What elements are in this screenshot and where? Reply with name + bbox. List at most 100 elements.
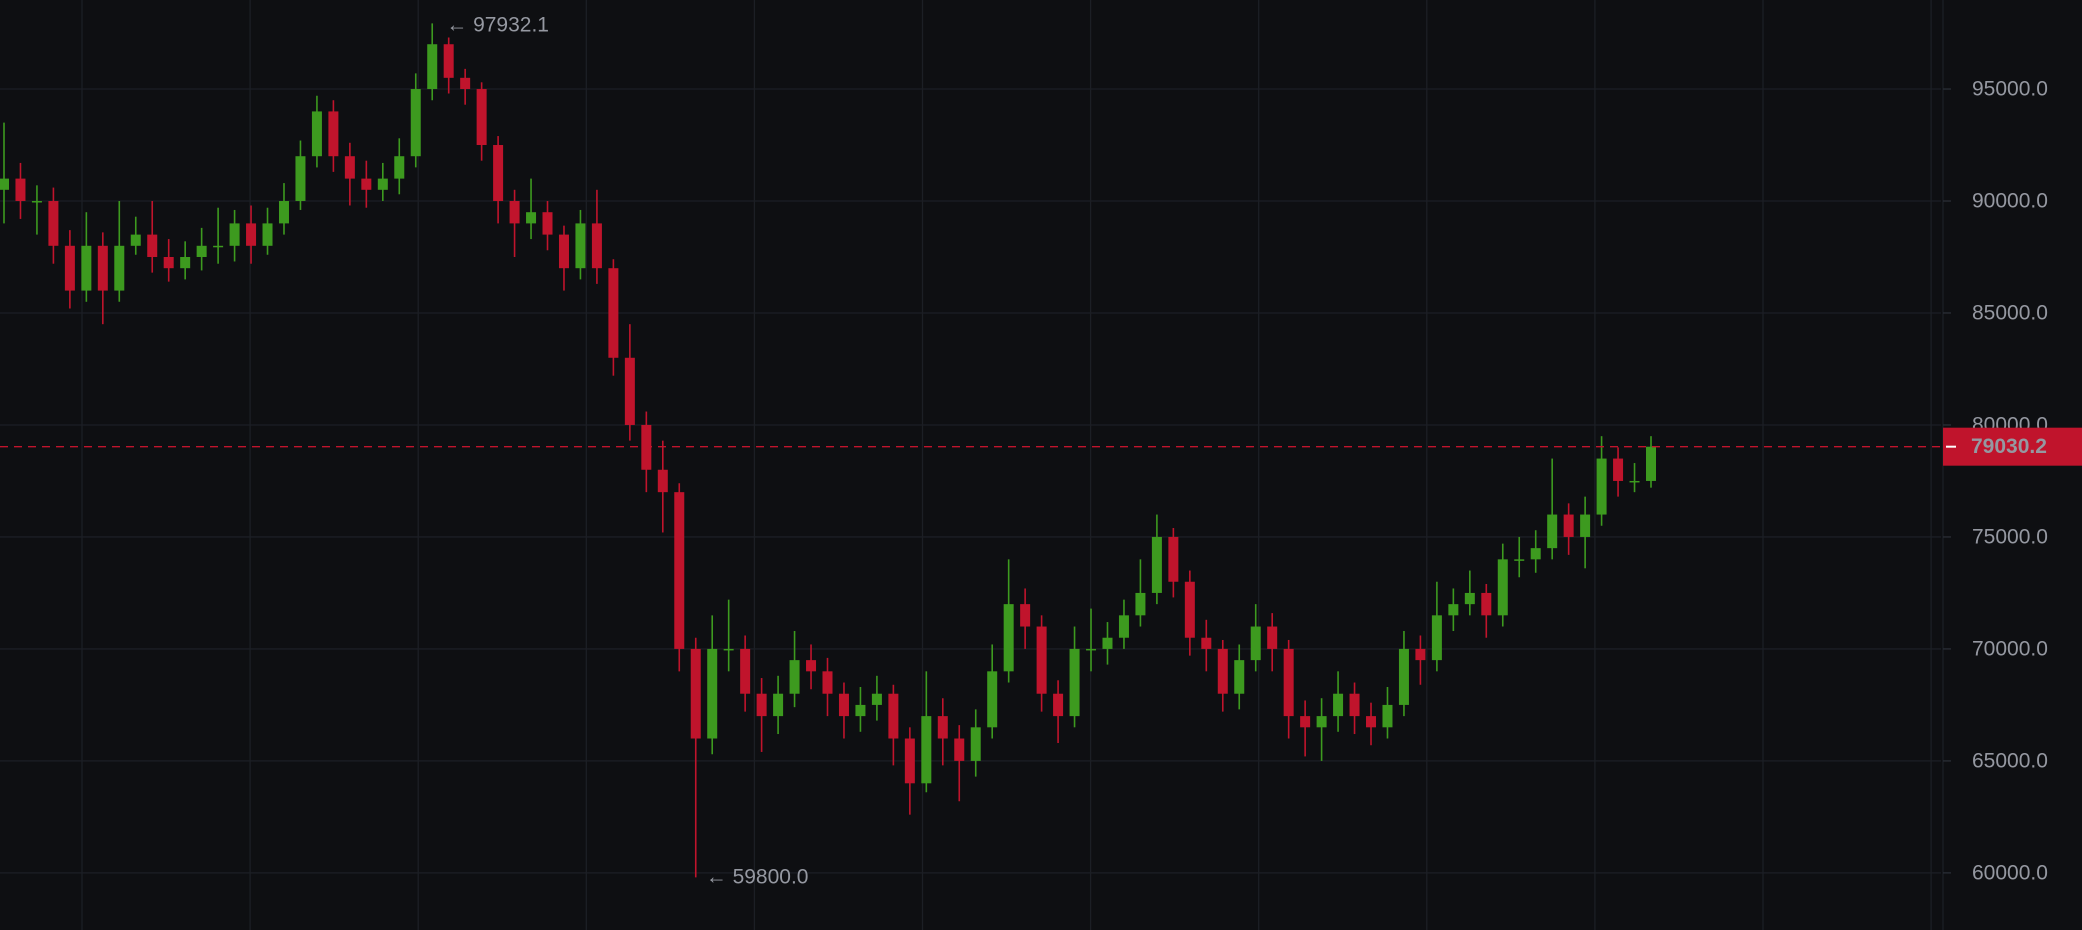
candle-body (1036, 626, 1047, 694)
candle-body (789, 660, 800, 694)
candle-body (641, 424, 652, 470)
candle-body (1316, 716, 1327, 728)
candle-body (723, 648, 734, 651)
candle-body (311, 111, 322, 157)
candle-body (1547, 514, 1558, 549)
candle-body (756, 693, 767, 717)
y-tick-label: 90000.0 (1972, 190, 2048, 213)
candle-body (1151, 536, 1162, 593)
candle-body (114, 245, 125, 291)
candle-body (180, 256, 191, 269)
y-tick-label: 65000.0 (1972, 749, 2048, 772)
candle-body (1431, 615, 1442, 661)
candle-body (970, 727, 981, 761)
candle-body (295, 156, 306, 202)
candle-body (1530, 548, 1541, 560)
candle-body (1234, 660, 1245, 694)
candle-body (855, 704, 866, 717)
low-value: 59800.0 (733, 865, 809, 888)
candle-body (1184, 581, 1195, 638)
candle-body (15, 178, 26, 202)
candle-body (1168, 536, 1179, 582)
y-tick-label: 85000.0 (1972, 302, 2048, 325)
candle-body (575, 223, 586, 269)
y-tick-label: 60000.0 (1972, 861, 2048, 884)
candle-body (1481, 592, 1492, 616)
candle-body (213, 245, 224, 248)
candle-body (1020, 604, 1031, 627)
candle-body (871, 693, 882, 705)
candle-body (1448, 604, 1459, 616)
candle-body (954, 738, 965, 761)
candle-body (1464, 592, 1475, 605)
candle-body (1300, 716, 1311, 728)
candle-body (229, 223, 240, 246)
candle-body (1250, 626, 1261, 661)
candle-body (1053, 693, 1064, 717)
candle-body (1349, 693, 1360, 717)
candle-body (377, 178, 388, 190)
candle-body (1415, 648, 1426, 661)
candle-body (493, 145, 504, 202)
high-value: 97932.1 (473, 13, 549, 36)
candle-body (1118, 615, 1129, 638)
candle-body (822, 671, 833, 694)
candle-body (410, 89, 421, 157)
high-annotation: ← 97932.1 (446, 13, 549, 36)
candle-body (1217, 648, 1228, 694)
candle-body (460, 77, 471, 90)
y-tick-label: 70000.0 (1972, 637, 2048, 660)
candle-body (1596, 458, 1607, 515)
candle-body (937, 716, 948, 739)
candle-body (1366, 716, 1377, 728)
candle-body (196, 245, 207, 257)
candle-body (443, 44, 454, 78)
candle-body (328, 111, 339, 157)
candle-body (838, 693, 849, 717)
candle-body (526, 212, 537, 224)
candle-body (394, 156, 405, 179)
candle-body (97, 245, 108, 291)
candle-body (1086, 648, 1097, 651)
candle-body (707, 648, 718, 739)
last-price-tag (1943, 427, 2082, 466)
candle-body (130, 234, 141, 246)
candle-body (904, 738, 915, 784)
candle-body (1646, 446, 1656, 481)
candle-body (361, 178, 372, 190)
candle-body (542, 212, 553, 235)
low-annotation: ← 59800.0 (706, 865, 809, 888)
candle-body (806, 660, 817, 672)
candle-body (1398, 648, 1409, 705)
candle-body (0, 178, 9, 190)
candle-body (1382, 704, 1393, 728)
candle-body (591, 223, 602, 269)
candle-body (81, 245, 92, 291)
candle-body (558, 234, 569, 269)
y-tick-label: 95000.0 (1972, 78, 2048, 101)
candle-body (921, 716, 932, 784)
candle-body (690, 648, 701, 739)
candle-body (427, 44, 438, 90)
candle-body (1267, 626, 1278, 649)
candle-body (1283, 648, 1294, 717)
candle-body (344, 156, 355, 179)
last-price-label: 79030.2 (1971, 435, 2047, 458)
candle-body (1333, 693, 1344, 717)
candle-body (1629, 480, 1640, 483)
y-tick-label: 75000.0 (1972, 525, 2048, 548)
candle-body (657, 469, 668, 493)
candle-body (773, 693, 784, 717)
candle-body (246, 223, 257, 246)
candle-body (1102, 637, 1113, 649)
candle-body (1514, 559, 1525, 561)
candle-body (64, 245, 75, 291)
candle-body (987, 671, 998, 728)
arrow: ← (706, 865, 733, 888)
candle-body (1003, 604, 1014, 672)
candle-body (163, 256, 174, 269)
candle-body (48, 201, 59, 246)
candle-body (476, 89, 487, 146)
candle-body (624, 357, 635, 425)
